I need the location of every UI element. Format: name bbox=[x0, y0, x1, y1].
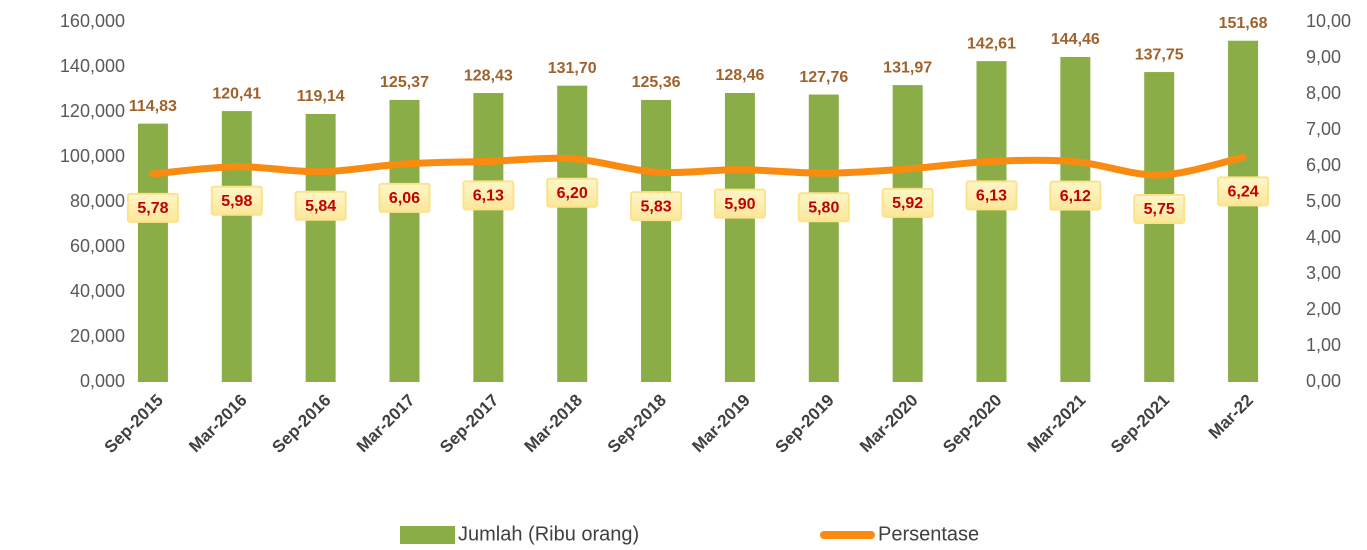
bar bbox=[221, 111, 252, 382]
line-value-label: 5,80 bbox=[808, 199, 839, 216]
y-tick-label: 100,000 bbox=[60, 146, 125, 166]
x-tick-label: Mar-2019 bbox=[688, 391, 754, 457]
bar bbox=[473, 93, 504, 382]
y2-tick-label: 7,00 bbox=[1306, 119, 1341, 139]
bar-value-label: 151,68 bbox=[1219, 15, 1268, 32]
y2-tick-label: 0,00 bbox=[1306, 371, 1341, 391]
bar bbox=[389, 99, 420, 382]
y-tick-label: 160,000 bbox=[60, 11, 125, 31]
bar-value-label: 142,61 bbox=[967, 35, 1016, 52]
y2-tick-label: 9,00 bbox=[1306, 47, 1341, 67]
line-value-label: 5,75 bbox=[1144, 201, 1175, 218]
x-tick-label: Sep-2020 bbox=[939, 391, 1005, 457]
line-label-box bbox=[210, 185, 263, 216]
legend-label: Jumlah (Ribu orang) bbox=[458, 523, 639, 545]
x-tick-label: Sep-2015 bbox=[101, 391, 167, 457]
x-tick-label: Sep-2016 bbox=[268, 391, 334, 457]
line-label-box bbox=[881, 187, 934, 218]
bar bbox=[1228, 40, 1259, 382]
line-value-label: 5,90 bbox=[724, 196, 755, 213]
bar bbox=[892, 85, 923, 382]
line-label-box bbox=[378, 182, 431, 213]
x-tick-label: Sep-2019 bbox=[772, 391, 838, 457]
y-tick-label: 60,000 bbox=[70, 236, 125, 256]
bar-value-label: 131,70 bbox=[548, 60, 597, 77]
bar-value-label: 125,37 bbox=[380, 74, 429, 91]
line-label-box bbox=[965, 180, 1018, 211]
bar bbox=[137, 123, 168, 382]
line-value-label: 6,20 bbox=[557, 185, 588, 202]
line-label-box bbox=[462, 180, 515, 211]
x-tick-label: Mar-2016 bbox=[185, 391, 251, 457]
bar-value-label: 127,76 bbox=[799, 69, 848, 86]
bar bbox=[808, 94, 839, 382]
y2-tick-label: 1,00 bbox=[1306, 335, 1341, 355]
line-value-label: 6,24 bbox=[1228, 184, 1259, 201]
line-label-box bbox=[713, 188, 766, 219]
line-label-box bbox=[797, 192, 850, 223]
line-label-box bbox=[1217, 176, 1270, 207]
bar-value-label: 137,75 bbox=[1135, 46, 1184, 63]
bar-value-label: 114,83 bbox=[129, 98, 177, 115]
bar bbox=[1144, 72, 1175, 382]
line-label-box bbox=[546, 177, 599, 208]
bar bbox=[724, 92, 755, 382]
y2-tick-label: 3,00 bbox=[1306, 263, 1341, 283]
bar-value-label: 128,43 bbox=[464, 67, 513, 84]
bar bbox=[641, 99, 672, 382]
bar-value-label: 144,46 bbox=[1051, 31, 1100, 48]
y2-tick-label: 8,00 bbox=[1306, 83, 1341, 103]
bar bbox=[976, 61, 1007, 382]
y2-tick-label: 6,00 bbox=[1306, 155, 1341, 175]
legend-label: Persentase bbox=[878, 523, 979, 545]
legend-swatch bbox=[400, 526, 455, 544]
y-tick-label: 0,000 bbox=[80, 371, 125, 391]
x-tick-label: Mar-2020 bbox=[856, 391, 922, 457]
line-label-box bbox=[126, 192, 179, 223]
bar-value-label: 125,36 bbox=[632, 74, 681, 91]
line-value-label: 6,13 bbox=[473, 188, 504, 205]
bar bbox=[557, 85, 588, 383]
line-value-label: 6,13 bbox=[976, 188, 1007, 205]
line-value-label: 5,83 bbox=[641, 198, 672, 215]
bar bbox=[305, 113, 336, 382]
x-tick-label: Mar-22 bbox=[1205, 391, 1257, 443]
line-value-label: 6,06 bbox=[389, 190, 420, 207]
y-tick-label: 20,000 bbox=[70, 326, 125, 346]
bar bbox=[1060, 56, 1091, 383]
line-value-label: 5,92 bbox=[892, 195, 923, 212]
line-value-label: 5,84 bbox=[305, 198, 336, 215]
x-tick-label: Mar-2017 bbox=[353, 391, 419, 457]
y-tick-label: 80,000 bbox=[70, 191, 125, 211]
x-tick-label: Mar-2021 bbox=[1024, 391, 1090, 457]
x-tick-label: Mar-2018 bbox=[521, 391, 587, 457]
line-value-label: 6,12 bbox=[1060, 188, 1091, 205]
y-tick-label: 120,000 bbox=[60, 101, 125, 121]
line-value-label: 5,78 bbox=[137, 200, 168, 217]
line-label-box bbox=[630, 191, 683, 222]
y-tick-label: 140,000 bbox=[60, 56, 125, 76]
x-tick-label: Sep-2018 bbox=[604, 391, 670, 457]
y2-tick-label: 10,00 bbox=[1306, 11, 1351, 31]
y-tick-label: 40,000 bbox=[70, 281, 125, 301]
line-label-box bbox=[1133, 194, 1186, 224]
line-value-label: 5,98 bbox=[221, 193, 252, 210]
line-label-box bbox=[294, 190, 347, 221]
x-tick-label: Sep-2021 bbox=[1107, 391, 1173, 457]
y2-tick-label: 4,00 bbox=[1306, 227, 1341, 247]
line bbox=[149, 153, 1247, 179]
x-tick-label: Sep-2017 bbox=[436, 391, 502, 457]
line-label-box bbox=[1049, 180, 1102, 211]
y2-tick-label: 5,00 bbox=[1306, 191, 1341, 211]
bar-value-label: 120,41 bbox=[212, 85, 261, 102]
bar-value-label: 119,14 bbox=[297, 88, 345, 105]
bar-value-label: 131,97 bbox=[883, 59, 932, 76]
bar-value-label: 128,46 bbox=[715, 67, 764, 84]
y2-tick-label: 2,00 bbox=[1306, 299, 1341, 319]
